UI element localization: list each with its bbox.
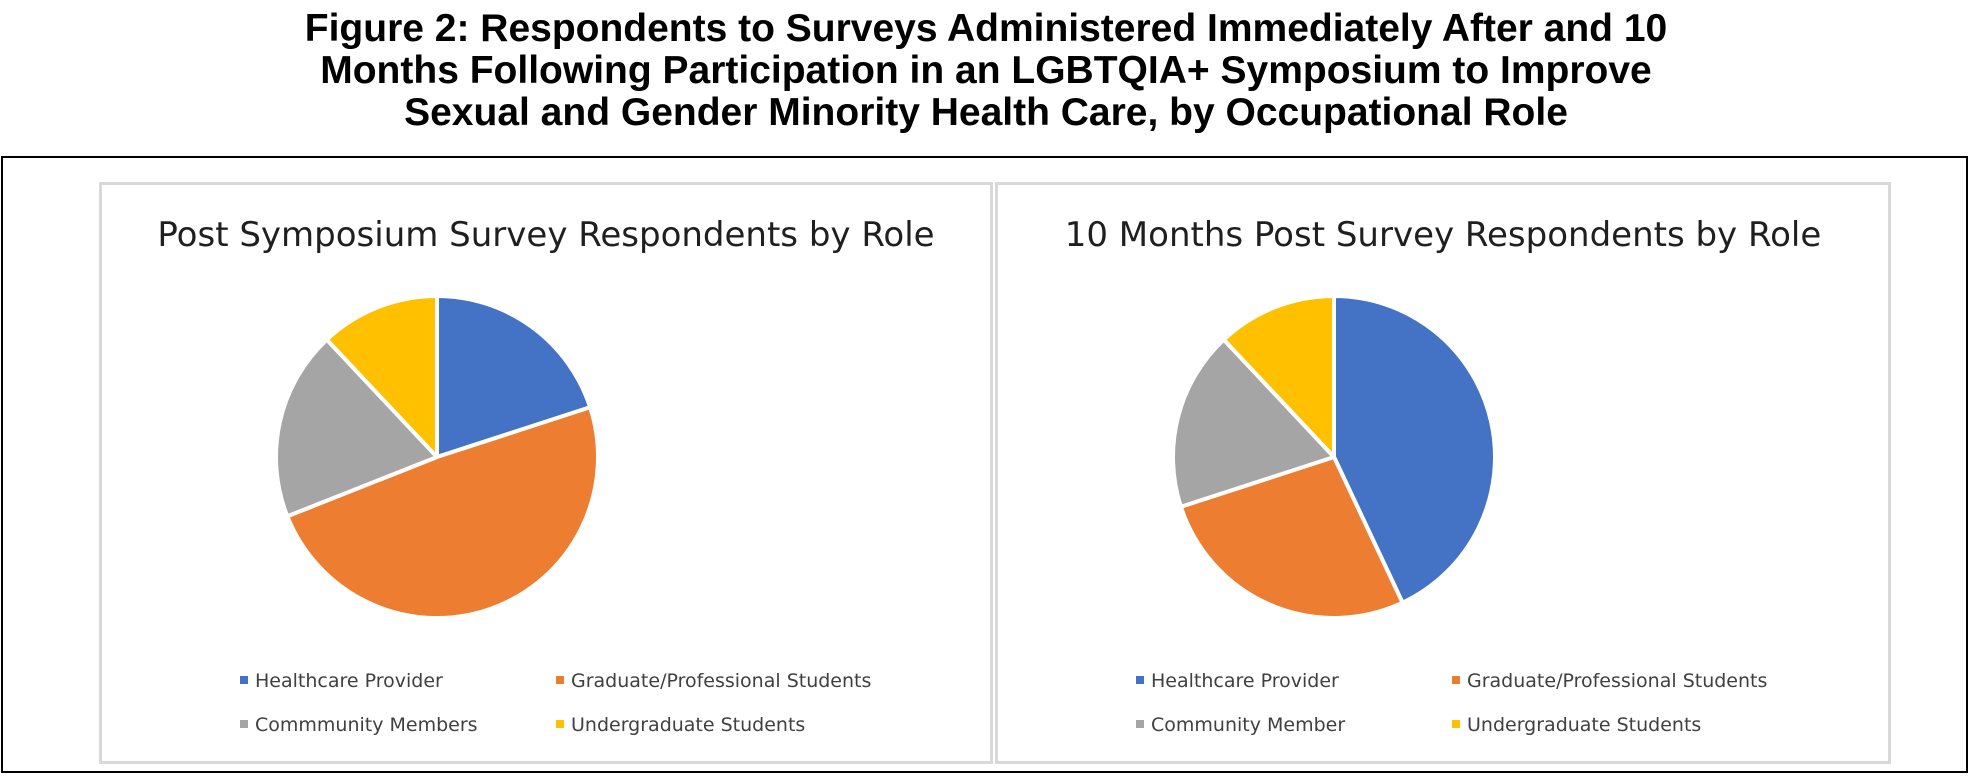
chart-title: 10 Months Post Survey Respondents by Rol…	[1064, 215, 1822, 255]
ten-months-post-chart-panel: 10 Months Post Survey Respondents by Rol…	[995, 182, 1891, 764]
pie-slice-undergraduate-students	[1221, 294, 1336, 459]
chart-title: Post Symposium Survey Respondents by Rol…	[157, 215, 935, 255]
pie-slice-community-members	[274, 337, 439, 519]
pie-slice-healthcare-provider	[1332, 294, 1497, 605]
pie-slice-healthcare-provider	[435, 294, 593, 459]
pie-slice-graduate-professional-students	[1178, 455, 1405, 620]
figure-frame	[1, 156, 1968, 773]
pie-chart	[1171, 294, 1497, 620]
pie-slice-graduate-professional-students	[285, 405, 600, 620]
pie-slice-community-members	[1171, 337, 1336, 509]
pie-slice-undergraduate-students	[324, 294, 439, 459]
pie-chart	[274, 294, 600, 620]
figure-title-line-1: Figure 2: Respondents to Surveys Adminis…	[304, 7, 1668, 50]
figure-title-line-3: Sexual and Gender Minority Health Care, …	[404, 91, 1568, 134]
figure-title-line-2: Months Following Participation in an LGB…	[320, 49, 1652, 92]
figure-title: Figure 2: Respondents to Surveys Adminis…	[0, 8, 1972, 134]
post-symposium-chart-panel: Post Symposium Survey Respondents by Rol…	[99, 182, 993, 764]
